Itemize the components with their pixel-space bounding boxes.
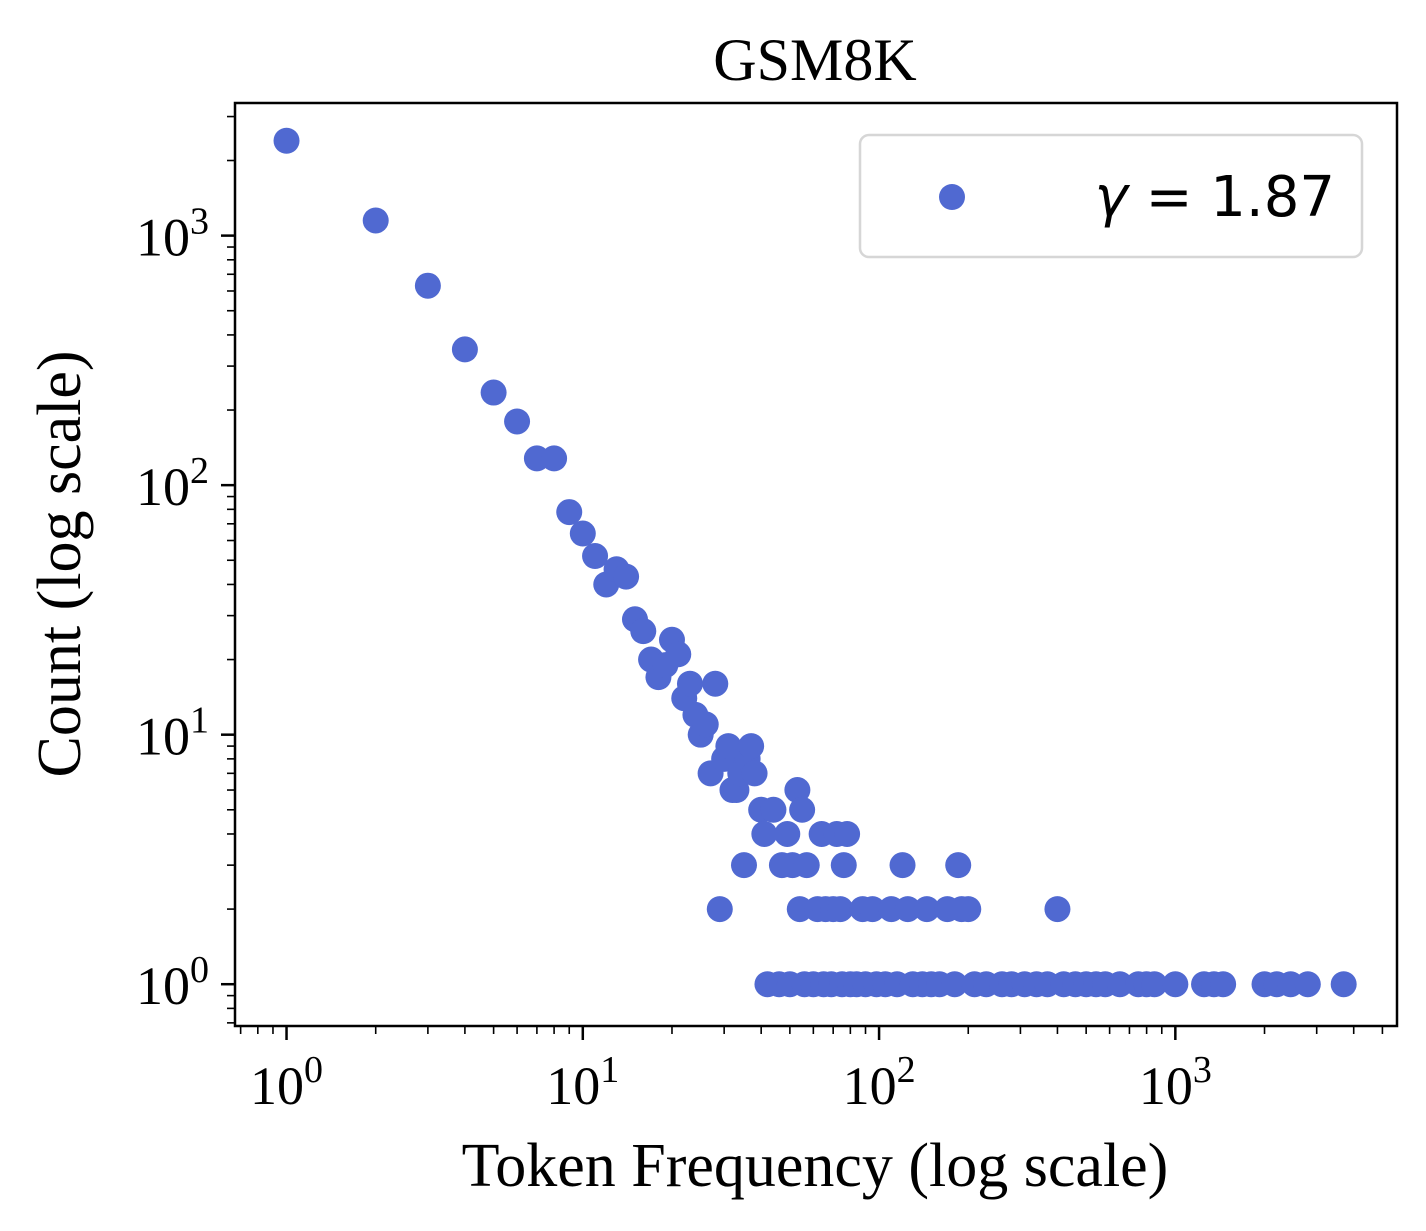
data-point: [1330, 971, 1357, 998]
data-point: [945, 852, 972, 879]
data-point: [504, 408, 531, 435]
legend-label: γ = 1.87: [1095, 165, 1335, 230]
data-point: [913, 896, 940, 923]
data-point: [834, 820, 861, 847]
data-point: [480, 379, 507, 406]
data-point: [665, 641, 692, 668]
y-tick-label: 103: [136, 201, 209, 268]
data-point: [273, 127, 300, 154]
data-point: [1044, 896, 1071, 923]
data-point: [789, 796, 816, 823]
x-tick-label: 102: [843, 1049, 916, 1116]
data-point: [784, 777, 811, 804]
data-point: [1210, 971, 1237, 998]
y-tick-label: 101: [136, 700, 209, 767]
data-point: [1294, 971, 1321, 998]
data-point: [541, 445, 568, 472]
legend-box: [858, 133, 1364, 259]
data-point: [941, 971, 968, 998]
data-point: [830, 852, 857, 879]
legend-marker: [939, 184, 965, 210]
data-point: [786, 896, 813, 923]
data-point: [827, 896, 854, 923]
data-point: [955, 896, 982, 923]
data-point: [1106, 971, 1133, 998]
x-tick-label: 100: [250, 1049, 323, 1116]
legend-gamma-value: = 1.87: [1128, 165, 1335, 230]
data-point: [630, 618, 657, 645]
y-tick-label: 102: [136, 450, 209, 517]
data-point: [715, 733, 742, 760]
y-tick-label: 100: [136, 949, 209, 1016]
chart-title: GSM8K: [713, 27, 916, 93]
data-point: [730, 852, 757, 879]
data-point: [451, 336, 478, 363]
data-point: [582, 543, 609, 570]
axis-ticks: 100 101 102 103 100 101 102 103: [136, 115, 1384, 1116]
data-points: [273, 127, 1357, 998]
legend-gamma-symbol: γ: [1095, 165, 1131, 230]
x-axis-label: Token Frequency (log scale): [462, 1132, 1169, 1200]
data-point: [676, 670, 703, 697]
data-point: [702, 670, 729, 697]
data-point: [741, 760, 768, 787]
data-point: [889, 852, 916, 879]
data-point: [569, 520, 596, 547]
data-point: [793, 852, 820, 879]
y-axis-label: Count (log scale): [26, 350, 94, 777]
data-point: [760, 796, 787, 823]
data-point: [738, 733, 765, 760]
plot-area-frame: [233, 101, 1399, 1028]
data-point: [894, 896, 921, 923]
data-point: [706, 896, 733, 923]
data-point: [692, 711, 719, 738]
data-point: [1162, 971, 1189, 998]
data-point: [774, 820, 801, 847]
data-point: [1141, 971, 1168, 998]
legend: γ = 1.87: [858, 133, 1364, 259]
x-tick-label: 101: [546, 1049, 619, 1116]
data-point: [859, 896, 886, 923]
data-point: [414, 272, 441, 299]
data-point: [751, 820, 778, 847]
data-point: [362, 207, 389, 234]
x-tick-label: 103: [1139, 1049, 1212, 1116]
data-point: [613, 563, 640, 590]
data-point: [556, 499, 583, 526]
